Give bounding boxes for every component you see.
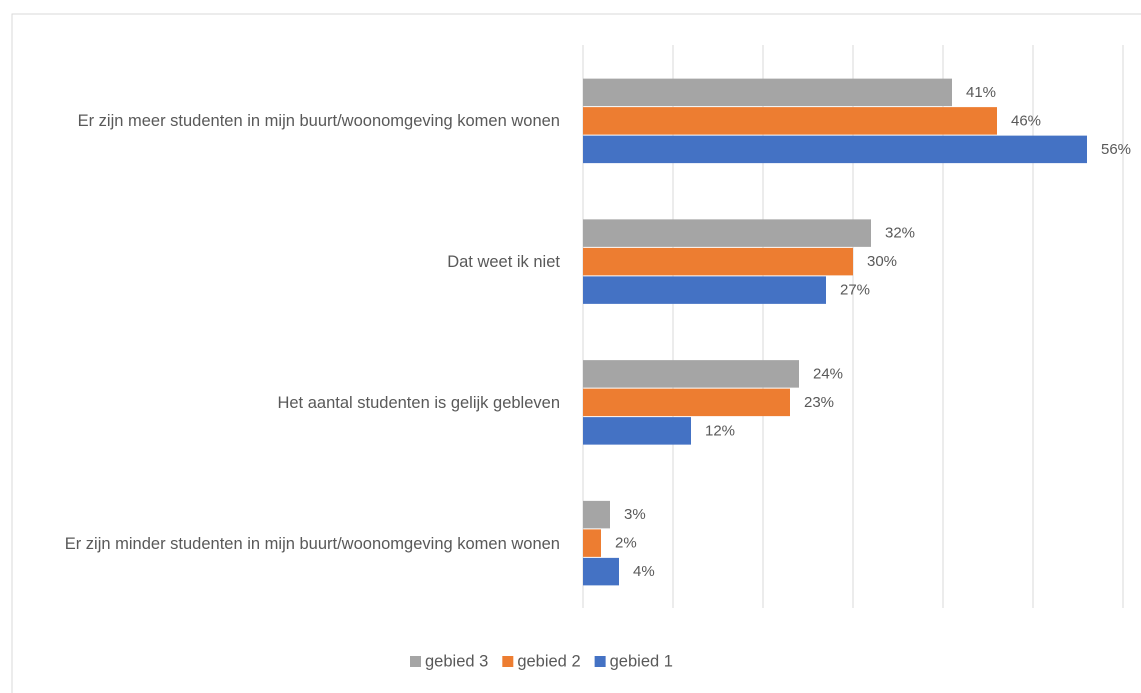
bar	[583, 500, 610, 529]
bar	[583, 135, 1087, 164]
category-text: Dat weet ik niet	[447, 253, 560, 272]
data-label: 4%	[633, 563, 655, 580]
data-label: 41%	[966, 84, 996, 101]
bar	[583, 247, 853, 276]
bar	[583, 529, 601, 557]
bar	[583, 219, 871, 247]
bar	[583, 417, 691, 445]
data-label: 12%	[705, 422, 735, 439]
legend-label: gebied 1	[610, 652, 673, 670]
category-text: Er zijn meer studenten in mijn buurt/woo…	[77, 112, 560, 131]
legend-label: gebied 2	[517, 652, 580, 670]
data-label: 23%	[804, 394, 834, 411]
data-label: 32%	[885, 225, 915, 242]
bar	[583, 276, 826, 304]
category-label: Het aantal studenten is gelijk gebleven	[15, 390, 560, 416]
bar	[583, 107, 997, 135]
legend-swatch	[410, 656, 421, 667]
bar	[583, 388, 790, 417]
data-label: 56%	[1101, 141, 1131, 158]
data-label: 2%	[615, 535, 637, 552]
bar	[583, 78, 952, 107]
data-label: 24%	[813, 365, 843, 382]
category-text: Er zijn minder studenten in mijn buurt/w…	[64, 534, 560, 553]
data-label: 3%	[624, 506, 646, 523]
data-label: 27%	[840, 282, 870, 299]
category-text: Het aantal studenten is gelijk gebleven	[277, 393, 560, 412]
category-label: Dat weet ik niet	[15, 249, 560, 275]
category-label: Er zijn meer studenten in mijn buurt/woo…	[15, 108, 560, 134]
chart-frame	[11, 13, 1141, 693]
legend-swatch	[502, 656, 514, 667]
legend-label: gebied 3	[425, 652, 488, 670]
bar	[583, 360, 799, 388]
data-label: 30%	[867, 253, 897, 270]
data-label: 46%	[1011, 112, 1041, 129]
category-label: Er zijn minder studenten in mijn buurt/w…	[15, 531, 560, 557]
legend-swatch	[594, 656, 606, 667]
bar	[583, 557, 619, 586]
